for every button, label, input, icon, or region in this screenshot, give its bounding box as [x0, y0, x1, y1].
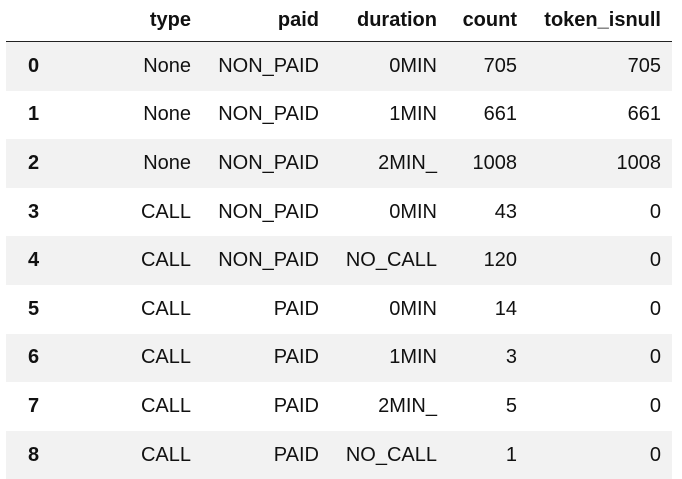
cell-type: CALL: [98, 285, 202, 334]
cell-duration: 2MIN_: [330, 382, 448, 431]
table-row: 4 CALL NON_PAID NO_CALL 120 0: [6, 236, 672, 285]
header-row: type paid duration count token_isnull: [6, 0, 672, 42]
cell-paid: NON_PAID: [202, 42, 330, 91]
header-duration: duration: [330, 0, 448, 42]
cell-paid: NON_PAID: [202, 188, 330, 237]
cell-token-isnull: 0: [528, 382, 672, 431]
dataframe-table: type paid duration count token_isnull 0 …: [6, 0, 672, 479]
cell-duration: 2MIN_: [330, 139, 448, 188]
cell-token-isnull: 661: [528, 91, 672, 140]
row-index: 4: [6, 236, 98, 285]
cell-duration: 1MIN: [330, 91, 448, 140]
row-index: 6: [6, 334, 98, 383]
cell-type: None: [98, 139, 202, 188]
cell-paid: PAID: [202, 382, 330, 431]
cell-duration: 1MIN: [330, 334, 448, 383]
table-row: 6 CALL PAID 1MIN 3 0: [6, 334, 672, 383]
cell-type: None: [98, 91, 202, 140]
cell-type: CALL: [98, 334, 202, 383]
cell-type: CALL: [98, 236, 202, 285]
cell-token-isnull: 705: [528, 42, 672, 91]
header-count: count: [448, 0, 528, 42]
cell-duration: 0MIN: [330, 42, 448, 91]
cell-token-isnull: 1008: [528, 139, 672, 188]
cell-paid: PAID: [202, 285, 330, 334]
table-row: 1 None NON_PAID 1MIN 661 661: [6, 91, 672, 140]
cell-duration: 0MIN: [330, 188, 448, 237]
cell-type: CALL: [98, 188, 202, 237]
row-index: 2: [6, 139, 98, 188]
table-row: 5 CALL PAID 0MIN 14 0: [6, 285, 672, 334]
cell-paid: PAID: [202, 431, 330, 479]
table-row: 3 CALL NON_PAID 0MIN 43 0: [6, 188, 672, 237]
cell-count: 5: [448, 382, 528, 431]
table-row: 7 CALL PAID 2MIN_ 5 0: [6, 382, 672, 431]
row-index: 7: [6, 382, 98, 431]
cell-count: 14: [448, 285, 528, 334]
cell-count: 661: [448, 91, 528, 140]
cell-count: 1: [448, 431, 528, 479]
cell-token-isnull: 0: [528, 188, 672, 237]
cell-paid: NON_PAID: [202, 91, 330, 140]
row-index: 0: [6, 42, 98, 91]
table-row: 8 CALL PAID NO_CALL 1 0: [6, 431, 672, 479]
row-index: 8: [6, 431, 98, 479]
cell-type: CALL: [98, 431, 202, 479]
row-index: 3: [6, 188, 98, 237]
cell-duration: NO_CALL: [330, 236, 448, 285]
cell-count: 3: [448, 334, 528, 383]
header-paid: paid: [202, 0, 330, 42]
cell-token-isnull: 0: [528, 236, 672, 285]
table-header: type paid duration count token_isnull: [6, 0, 672, 42]
cell-paid: PAID: [202, 334, 330, 383]
header-index: [6, 0, 98, 42]
row-index: 1: [6, 91, 98, 140]
cell-type: None: [98, 42, 202, 91]
table-body: 0 None NON_PAID 0MIN 705 705 1 None NON_…: [6, 42, 672, 479]
header-type: type: [98, 0, 202, 42]
cell-token-isnull: 0: [528, 334, 672, 383]
cell-token-isnull: 0: [528, 285, 672, 334]
row-index: 5: [6, 285, 98, 334]
cell-count: 705: [448, 42, 528, 91]
header-token-isnull: token_isnull: [528, 0, 672, 42]
cell-type: CALL: [98, 382, 202, 431]
cell-paid: NON_PAID: [202, 139, 330, 188]
cell-token-isnull: 0: [528, 431, 672, 479]
table-row: 0 None NON_PAID 0MIN 705 705: [6, 42, 672, 91]
cell-paid: NON_PAID: [202, 236, 330, 285]
cell-duration: 0MIN: [330, 285, 448, 334]
cell-duration: NO_CALL: [330, 431, 448, 479]
cell-count: 43: [448, 188, 528, 237]
table-row: 2 None NON_PAID 2MIN_ 1008 1008: [6, 139, 672, 188]
cell-count: 120: [448, 236, 528, 285]
cell-count: 1008: [448, 139, 528, 188]
